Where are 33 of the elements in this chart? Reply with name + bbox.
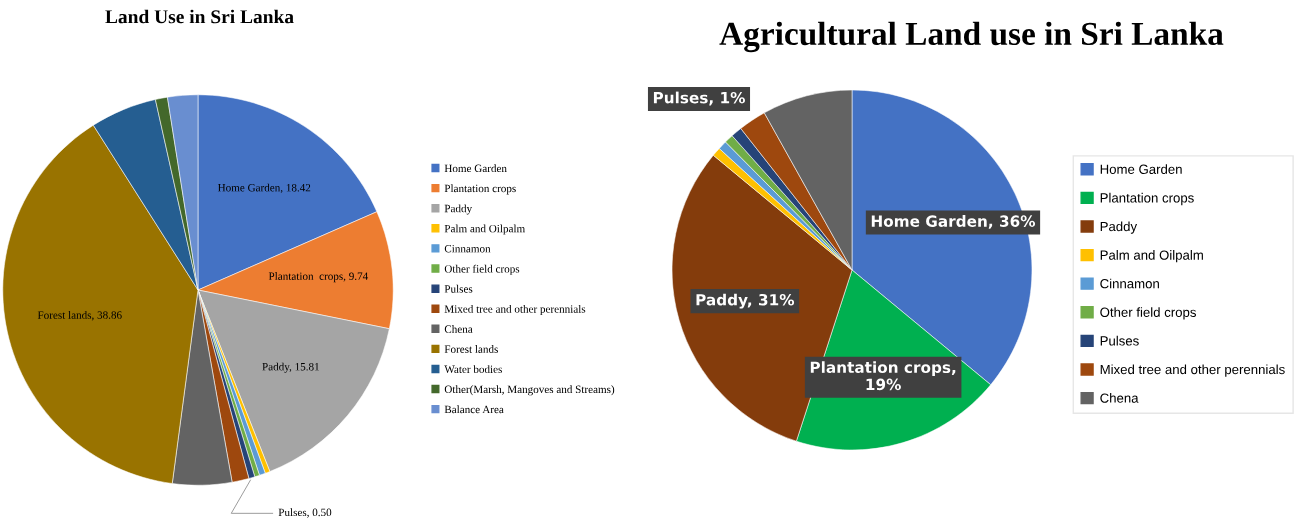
legend-label: Palm and Oilpalm xyxy=(1100,250,1203,263)
legend-label: Mixed tree and other perennials xyxy=(1100,364,1285,377)
data-label: Forest lands, 38.86 xyxy=(37,311,122,321)
data-label: Plantation crops, 19% xyxy=(810,361,956,391)
data-label: Pulses, 0.50 xyxy=(278,508,332,518)
data-label: Home Garden, 18.42 xyxy=(217,183,311,194)
legend-label: Palm and Oilpalm xyxy=(444,224,526,235)
legend-label: Chena xyxy=(1100,393,1139,403)
legend-label: Balance Area xyxy=(444,405,504,414)
data-label: Home Garden, 36% xyxy=(871,215,1036,229)
chart-title: Agricultural Land use in Sri Lanka xyxy=(719,21,1224,53)
legend-label: Water bodies xyxy=(444,365,502,374)
legend-label: Chena xyxy=(444,325,473,333)
legend-label: Paddy xyxy=(444,204,473,215)
legend-label: Paddy xyxy=(1100,221,1138,234)
legend-label: Home Garden xyxy=(444,164,507,173)
data-label: Plantation crops, 9.74 xyxy=(268,272,369,283)
legend-label: Cinnamon xyxy=(1100,278,1159,289)
legend-label: Other(Marsh, Mangoves and Streams) xyxy=(444,385,615,396)
data-label: Paddy, 15.81 xyxy=(262,362,319,373)
legend-label: Cinnamon xyxy=(444,244,491,253)
legend-label: Other field crops xyxy=(1100,307,1196,320)
legend-label: Plantation crops xyxy=(444,184,516,195)
legend-label: Pulses xyxy=(444,284,473,293)
legend-label: Pulses xyxy=(1100,335,1139,346)
legend-label: Home Garden xyxy=(1100,164,1182,174)
legend-label: Mixed tree and other perennials xyxy=(444,304,586,316)
legend-label: Plantation crops xyxy=(1100,192,1194,206)
data-label: Pulses, 1% xyxy=(653,91,745,106)
legend-label: Other field crops xyxy=(444,264,520,275)
data-label: Paddy, 31% xyxy=(696,293,795,309)
legend-label: Forest lands xyxy=(444,345,498,353)
chart-title: Land Use in Sri Lanka xyxy=(105,9,294,24)
